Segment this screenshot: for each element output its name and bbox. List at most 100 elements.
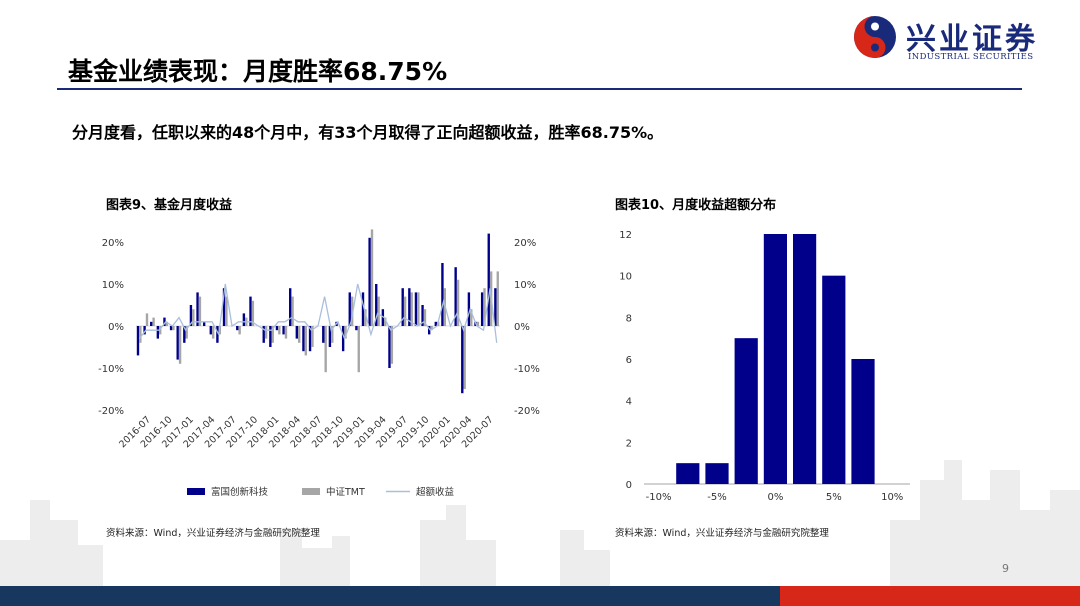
legend-swatch-index (302, 488, 320, 495)
bar-fund (434, 321, 437, 326)
bar-index (284, 326, 288, 339)
legend-swatch-fund (187, 488, 205, 495)
bar-index (370, 229, 374, 326)
y-tick-label: 8 (626, 313, 632, 324)
bar-index (298, 326, 301, 343)
bar-fund (454, 267, 457, 326)
legend-label-fund: 富国创新科技 (211, 486, 269, 498)
bar-index (311, 326, 314, 347)
bar-index (291, 296, 294, 326)
y-tick-label: 6 (626, 355, 632, 366)
brand-subtitle: INDUSTRIAL SECURITIES (908, 52, 1034, 62)
bar-fund (143, 326, 146, 335)
bar-fund (302, 326, 305, 352)
legend-label-excess: 超额收益 (416, 486, 455, 498)
bar-index (178, 326, 182, 364)
bar-fund (328, 326, 332, 347)
footer-bar-red (780, 586, 1080, 606)
bar-fund (368, 237, 371, 326)
bar-index (152, 317, 155, 326)
bar-fund (275, 326, 279, 331)
y-tick-label: 12 (619, 230, 632, 241)
histogram-bar (734, 338, 758, 484)
bar-fund (348, 292, 351, 326)
chart2-title: 图表10、月度收益超额分布 (615, 198, 777, 213)
bar-fund (361, 292, 365, 326)
bar-fund (381, 309, 385, 326)
bar-fund (401, 288, 404, 326)
bar-fund (249, 296, 252, 326)
bar-index (403, 296, 407, 326)
bar-fund (269, 326, 272, 347)
bar-fund (421, 305, 424, 326)
bar-index (198, 296, 202, 326)
bar-fund (467, 292, 471, 326)
bar-index (417, 292, 420, 326)
bar-index (192, 309, 195, 326)
bar-fund (494, 288, 497, 326)
bar-index (430, 326, 433, 331)
bar-fund (189, 305, 193, 326)
bar-fund (216, 326, 219, 343)
monthly-return-chart: 20% 20%10% 10%0% 0%-10% -10%-20% -20%2016-072… (98, 229, 540, 498)
bar-fund (487, 233, 490, 326)
bar-index (331, 326, 334, 343)
bar-index (145, 313, 149, 326)
bar-index (251, 300, 255, 326)
x-tick-label: 5% (826, 492, 842, 503)
y-tick-label-right: -20% (514, 406, 540, 417)
y-tick-label: 4 (626, 397, 632, 408)
y-tick-label-right: -10% (514, 364, 540, 375)
bar-fund (163, 317, 166, 326)
bar-fund (480, 292, 484, 326)
excess-distribution-chart: 12 10 8 6 4 2 0 -10% -5% 0% 5% 10% (619, 230, 910, 503)
title-divider (57, 88, 1022, 90)
y-tick-label-left: 10% (102, 280, 124, 291)
bar-index (185, 326, 188, 339)
chart1-title: 图表9、基金月度收益 (106, 198, 233, 213)
bar-index (470, 309, 473, 326)
y-tick-label-left: -20% (98, 406, 124, 417)
bar-index (410, 292, 413, 326)
bar-index (271, 326, 274, 343)
bar-index (278, 326, 281, 335)
bar-fund (236, 326, 239, 331)
bar-index (390, 326, 394, 364)
bar-index (304, 326, 308, 356)
bar-index (159, 326, 162, 335)
chart1-source: 资料来源：Wind，兴业证券经济与金融研究院整理 (106, 528, 320, 539)
bar-fund (202, 321, 206, 326)
bar-fund (183, 326, 186, 343)
bar-fund (156, 326, 160, 339)
bar-index (211, 326, 215, 339)
bar-fund (262, 326, 265, 343)
y-tick-label: 2 (626, 438, 632, 449)
bar-index (463, 326, 466, 389)
brand-mark-icon (854, 16, 896, 58)
bar-index (350, 296, 354, 326)
bar-fund (355, 326, 358, 331)
bar-fund (408, 288, 411, 326)
line-excess (138, 283, 498, 343)
y-tick-label-left: 20% (102, 238, 124, 249)
y-tick-label: 0 (626, 480, 632, 491)
page-title: 基金业绩表现：月度胜率68.75% (68, 57, 448, 86)
summary-text: 分月度看，任职以来的48个月中，有33个月取得了正向超额收益，胜率68.75%。 (72, 123, 664, 142)
bar-fund (150, 321, 153, 326)
histogram-bar (793, 234, 817, 484)
bar-index (357, 326, 360, 373)
bar-fund (308, 326, 312, 352)
bar-index (456, 279, 460, 326)
bar-index (165, 321, 169, 326)
bar-index (172, 326, 175, 331)
bar-fund (289, 288, 292, 326)
y-tick-label-right: 10% (514, 280, 536, 291)
y-tick-label: 10 (619, 272, 632, 283)
bar-fund (322, 326, 325, 343)
y-tick-label-left: 0% (108, 322, 124, 333)
y-tick-label-right: 0% (514, 322, 530, 333)
bar-index (344, 326, 347, 339)
bar-index (264, 326, 268, 339)
x-tick-label: 0% (767, 492, 783, 503)
